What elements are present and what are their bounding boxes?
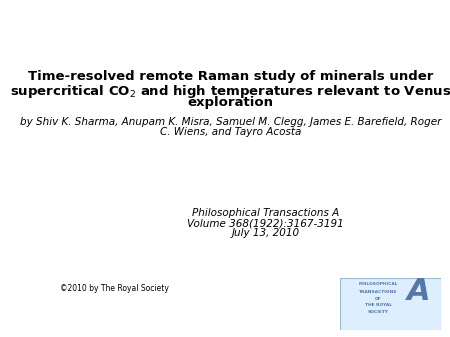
Text: THE ROYAL: THE ROYAL: [364, 303, 392, 307]
Text: PHILOSOPHICAL: PHILOSOPHICAL: [359, 282, 398, 286]
Text: exploration: exploration: [188, 96, 274, 109]
Text: July 13, 2010: July 13, 2010: [231, 228, 300, 238]
Text: supercritical CO$_2$ and high temperatures relevant to Venus: supercritical CO$_2$ and high temperatur…: [10, 83, 450, 100]
Text: OF: OF: [375, 297, 382, 301]
Text: ©2010 by The Royal Society: ©2010 by The Royal Society: [60, 284, 169, 293]
Text: TRANSACTIONS: TRANSACTIONS: [359, 289, 397, 294]
Text: Time-resolved remote Raman study of minerals under: Time-resolved remote Raman study of mine…: [28, 70, 433, 83]
Text: SOCIETY: SOCIETY: [368, 310, 389, 314]
Text: Philosophical Transactions A: Philosophical Transactions A: [192, 208, 339, 218]
Text: Volume 368(1922):3167-3191: Volume 368(1922):3167-3191: [187, 218, 344, 228]
Text: C. Wiens, and Tayro Acosta: C. Wiens, and Tayro Acosta: [160, 127, 302, 137]
Text: by Shiv K. Sharma, Anupam K. Misra, Samuel M. Clegg, James E. Barefield, Roger: by Shiv K. Sharma, Anupam K. Misra, Samu…: [20, 117, 441, 127]
FancyBboxPatch shape: [340, 278, 441, 330]
Text: A: A: [407, 277, 431, 306]
